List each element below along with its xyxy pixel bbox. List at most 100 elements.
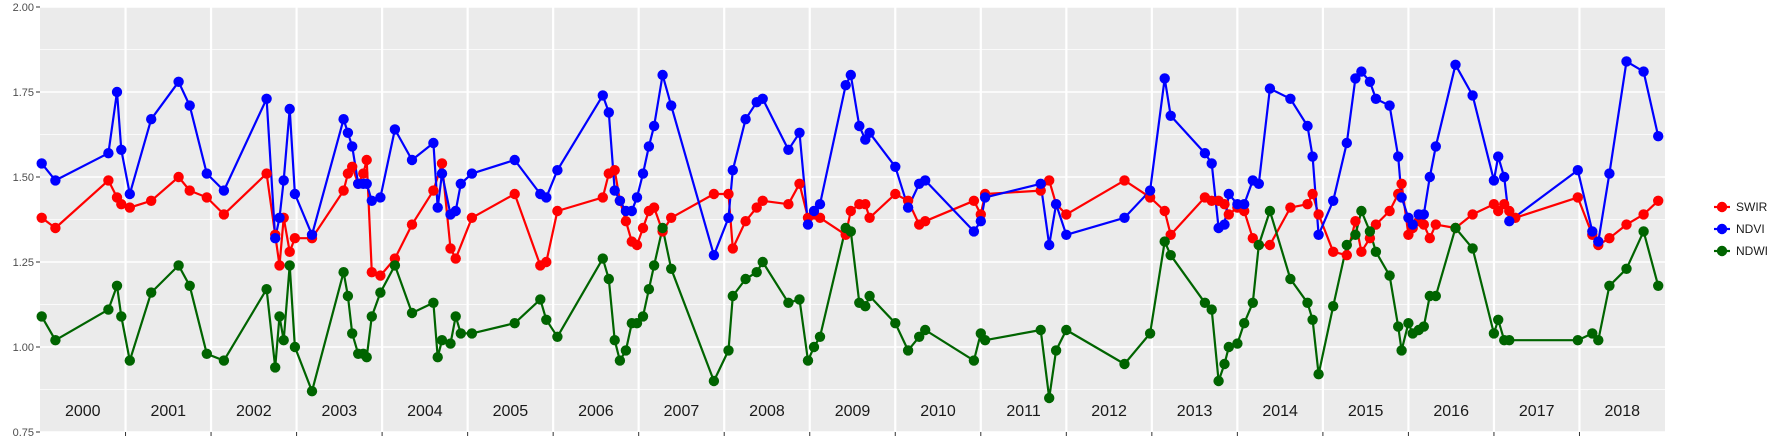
data-point-ndwi (1430, 290, 1442, 302)
data-point-ndvi (289, 188, 301, 200)
year-label: 2009 (835, 403, 871, 420)
data-point-swir (1653, 195, 1664, 206)
data-point-ndvi (1393, 151, 1404, 162)
data-point-ndvi (637, 168, 649, 179)
year-label: 2014 (1262, 403, 1298, 420)
data-point-ndwi (1307, 314, 1318, 325)
data-point-ndwi (920, 324, 931, 336)
data-point-ndvi (802, 219, 814, 230)
data-point-swir (173, 171, 184, 183)
data-point-ndwi (1572, 335, 1584, 346)
data-point-swir (1396, 178, 1407, 189)
year-label: 2004 (407, 403, 443, 420)
y-tick-label: 1.50 (13, 172, 34, 184)
year-label: 2013 (1177, 403, 1213, 420)
data-point-ndwi (1341, 239, 1353, 251)
data-point-ndwi (1403, 318, 1414, 329)
data-point-ndwi (278, 335, 289, 346)
data-point-ndwi (1621, 263, 1632, 274)
data-point-ndvi (347, 141, 358, 152)
data-point-ndwi (1206, 304, 1217, 315)
data-point-ndwi (218, 355, 230, 366)
y-tick-label: 1.00 (13, 342, 34, 354)
data-point-swir (1504, 205, 1515, 217)
data-point-ndwi (902, 345, 914, 356)
data-point-ndvi (428, 137, 439, 149)
data-point-ndwi (643, 284, 655, 295)
data-point-swir (146, 195, 157, 206)
data-point-ndwi (620, 345, 632, 356)
data-point-swir (631, 239, 643, 251)
data-point-swir (637, 222, 649, 234)
data-point-ndwi (361, 352, 372, 363)
data-point-ndvi (1450, 59, 1461, 70)
data-point-ndvi (814, 199, 826, 210)
data-point-swir (1302, 199, 1313, 210)
data-point-swir (609, 165, 620, 176)
data-point-ndwi (201, 348, 212, 359)
data-point-swir (1384, 205, 1395, 217)
data-point-ndvi (389, 124, 401, 135)
data-point-ndwi (845, 226, 856, 237)
data-point-swir (1119, 175, 1130, 186)
legend: SWIR NDVI NDWI (1714, 200, 1768, 258)
data-point-ndvi (1313, 229, 1324, 240)
data-point-ndwi (389, 260, 401, 271)
data-point-ndwi (1159, 236, 1170, 247)
y-tick-label: 1.75 (13, 87, 34, 99)
data-point-ndvi (979, 192, 991, 203)
data-point-ndvi (1407, 219, 1418, 230)
data-point-ndwi (406, 307, 418, 319)
data-point-ndvi (1035, 178, 1046, 189)
data-point-ndwi (751, 267, 762, 278)
data-point-ndwi (1467, 243, 1478, 254)
data-point-swir (361, 154, 372, 166)
data-point-ndwi (274, 311, 285, 322)
legend-key-point (1716, 245, 1728, 257)
data-point-ndwi (802, 355, 814, 366)
data-point-swir (920, 216, 931, 227)
data-point-swir (1356, 246, 1367, 257)
y-tick-label: 2.00 (13, 2, 34, 14)
data-point-swir (648, 202, 660, 213)
data-point-ndwi (338, 267, 349, 278)
data-point-swir (1285, 202, 1296, 213)
data-point-ndvi (1219, 219, 1230, 230)
data-point-ndvi (1285, 93, 1296, 105)
data-point-ndwi (1119, 358, 1130, 370)
data-point-ndwi (814, 331, 826, 342)
data-point-swir (1424, 233, 1436, 244)
data-point-swir (1313, 209, 1324, 220)
data-point-swir (1328, 246, 1339, 257)
data-point-swir (1572, 192, 1584, 203)
data-point-ndvi (1621, 56, 1632, 67)
data-point-ndwi (1199, 297, 1211, 308)
data-point-ndvi (1350, 73, 1361, 84)
data-point-ndwi (116, 311, 127, 322)
data-point-swir (620, 216, 632, 227)
data-point-swir (338, 185, 349, 196)
data-point-swir (751, 202, 762, 213)
data-point-ndvi (1370, 93, 1382, 105)
data-point-ndwi (1050, 345, 1062, 356)
data-point-swir (740, 216, 751, 227)
year-label: 2015 (1348, 403, 1384, 420)
data-point-ndvi (436, 168, 448, 179)
data-point-ndvi (218, 185, 230, 196)
data-point-ndvi (727, 165, 738, 176)
legend-label-ndwi: NDWI (1736, 244, 1768, 258)
legend-key-point (1716, 223, 1728, 235)
data-point-ndvi (1341, 137, 1353, 149)
data-point-swir (36, 212, 47, 223)
year-label: 2002 (236, 403, 272, 420)
data-point-ndwi (535, 294, 546, 305)
data-point-ndvi (643, 141, 655, 152)
data-point-swir (103, 175, 114, 186)
year-label: 2011 (1006, 403, 1041, 420)
data-point-ndvi (406, 154, 418, 166)
data-point-ndvi (740, 114, 751, 125)
data-point-ndvi (1424, 171, 1436, 183)
data-point-ndwi (289, 341, 301, 353)
data-point-ndwi (1144, 328, 1156, 339)
data-point-ndvi (1061, 229, 1072, 240)
